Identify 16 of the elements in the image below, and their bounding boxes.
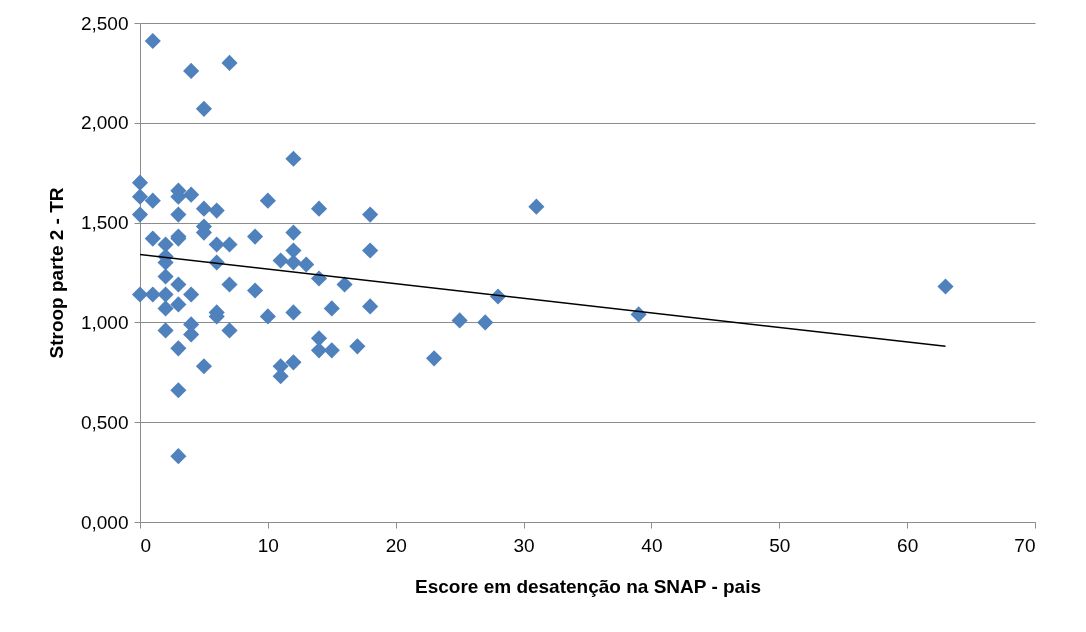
x-tick-label: 20 (385, 534, 407, 556)
x-tick-label: 30 (513, 534, 535, 556)
x-tick-label: 60 (897, 534, 919, 556)
y-tick-label: 1,500 (80, 212, 129, 234)
y-axis-title: Stroop parte 2 - TR (45, 187, 67, 359)
x-axis-title: Escore em desatenção na SNAP - pais (414, 575, 762, 597)
x-tick-label: 50 (769, 534, 791, 556)
y-tick-label: 0,000 (80, 511, 129, 533)
y-tick-label: 2,500 (80, 12, 129, 34)
y-tick-label: 2,000 (80, 112, 129, 134)
x-tick-label: 70 (1014, 534, 1036, 556)
x-tick-label: 40 (641, 534, 663, 556)
x-tick-label: 10 (257, 534, 279, 556)
y-tick-label: 1,000 (80, 311, 129, 333)
x-tick-label: 0 (140, 534, 152, 556)
y-tick-label: 0,500 (80, 411, 129, 433)
